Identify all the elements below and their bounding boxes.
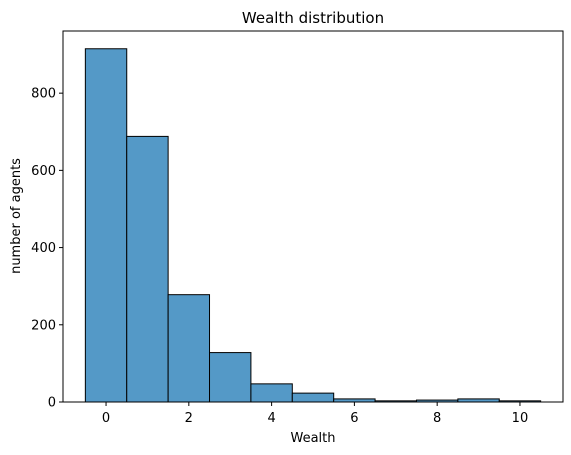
bars-group xyxy=(84,48,542,403)
histogram-bar-1 xyxy=(126,135,169,403)
histogram-bar-5 xyxy=(291,392,335,403)
plot-frame xyxy=(62,30,564,403)
histogram-bar-3 xyxy=(209,352,252,403)
x-tick-label: 8 xyxy=(433,411,441,426)
histogram-bar-4 xyxy=(250,383,293,403)
x-tick-label: 0 xyxy=(102,411,110,426)
y-axis-label: number of agents xyxy=(9,158,24,274)
x-axis-ticks: 0 2 4 6 8 10 xyxy=(102,402,528,426)
histogram-bar-0 xyxy=(84,48,128,403)
x-tick-label: 10 xyxy=(512,411,529,426)
x-axis-label: Wealth xyxy=(290,431,335,446)
x-tick-label: 4 xyxy=(267,411,275,426)
y-axis-ticks: 0 200 400 600 800 xyxy=(31,87,63,411)
x-tick-label: 6 xyxy=(350,411,358,426)
histogram-bar-2 xyxy=(167,294,211,403)
y-tick-label: 600 xyxy=(31,164,56,179)
chart-title: Wealth distribution xyxy=(242,9,384,27)
y-tick-label: 0 xyxy=(48,396,56,411)
y-tick-label: 800 xyxy=(31,87,56,102)
x-tick-label: 2 xyxy=(185,411,193,426)
y-tick-label: 400 xyxy=(31,241,56,256)
y-tick-label: 200 xyxy=(31,318,56,333)
